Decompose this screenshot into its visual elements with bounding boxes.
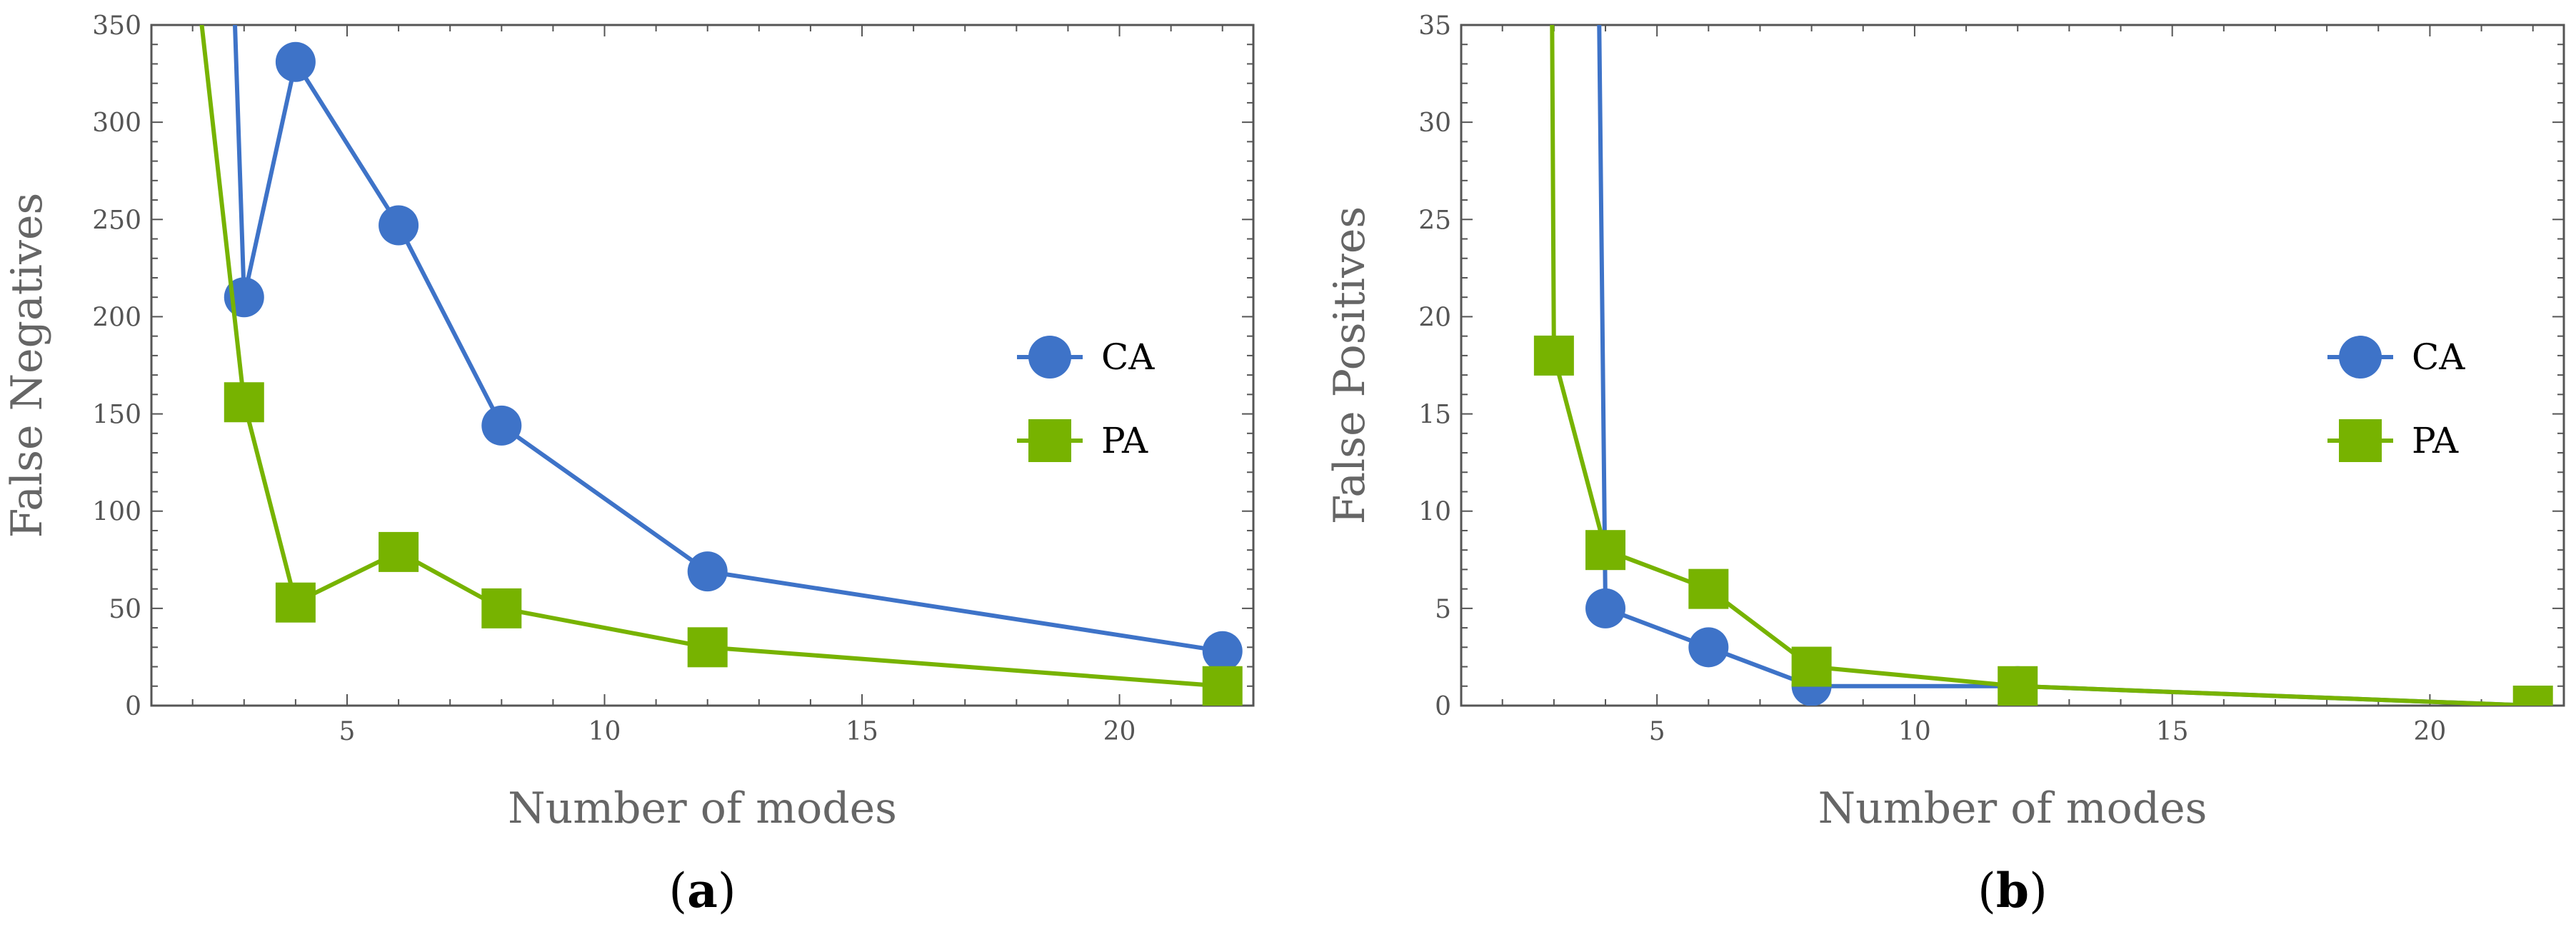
data-point-CA bbox=[275, 41, 316, 82]
legend-marker-PA bbox=[1028, 419, 1071, 462]
data-point-CA bbox=[1202, 631, 1243, 671]
panel-label-open: ( bbox=[1978, 863, 1996, 918]
data-point-PA bbox=[1791, 646, 1832, 687]
panel-b: 5 10 15 20 0 5 10 15 20 25 30 35 Number of modes Fals… bbox=[1325, 11, 2565, 918]
data-point-PA bbox=[481, 588, 522, 628]
data-point-CA bbox=[1585, 588, 1626, 628]
y-tick-label: 150 bbox=[92, 401, 141, 430]
data-point-PA bbox=[2512, 686, 2553, 706]
panel-label-letter: b bbox=[1996, 863, 2029, 918]
plot-area bbox=[1533, 25, 2553, 706]
data-point-PA bbox=[224, 382, 264, 423]
y-tick-label: 20 bbox=[1418, 303, 1451, 332]
data-point-PA bbox=[1202, 666, 1243, 706]
plot-area bbox=[199, 25, 1243, 706]
x-tick-label: 10 bbox=[1898, 717, 1931, 746]
y-tick-label: 300 bbox=[92, 109, 141, 138]
y-tick-label: 100 bbox=[92, 498, 141, 527]
panel-label-letter: a bbox=[687, 863, 718, 918]
data-point-PA bbox=[1533, 335, 1574, 376]
x-axis-label: Number of modes bbox=[1818, 783, 2207, 833]
x-axis-label: Number of modes bbox=[508, 783, 897, 833]
x-tick-label: 5 bbox=[339, 717, 356, 746]
y-tick-label: 350 bbox=[92, 11, 141, 41]
panel-label-close: ) bbox=[718, 863, 736, 918]
y-tick-label: 25 bbox=[1418, 206, 1451, 235]
x-tick-label: 20 bbox=[2414, 717, 2447, 746]
data-point-CA bbox=[481, 405, 522, 446]
data-point-PA bbox=[687, 627, 728, 668]
plot-frame bbox=[1460, 24, 2565, 707]
y-tick-label: 5 bbox=[1435, 595, 1451, 624]
x-tick-label: 5 bbox=[1649, 717, 1665, 746]
data-point-PA bbox=[1998, 666, 2038, 706]
x-tick-label: 10 bbox=[588, 717, 621, 746]
y-tick-label: 15 bbox=[1418, 401, 1451, 430]
x-tick-label: 15 bbox=[2156, 717, 2189, 746]
y-tick-label: 50 bbox=[109, 595, 141, 624]
y-tick-label: 250 bbox=[92, 206, 141, 235]
legend-marker-PA bbox=[2339, 419, 2382, 462]
data-point-PA bbox=[1688, 568, 1729, 609]
plot-frame bbox=[150, 24, 1255, 707]
y-tick-label: 10 bbox=[1418, 498, 1451, 527]
legend-marker-CA bbox=[1028, 336, 1071, 379]
data-point-PA bbox=[1585, 530, 1626, 571]
data-point-CA bbox=[379, 205, 419, 246]
x-tick-label: 15 bbox=[846, 717, 878, 746]
y-tick-label: 30 bbox=[1418, 109, 1451, 138]
legend-label-PA: PA bbox=[1101, 420, 1148, 461]
data-point-CA bbox=[687, 551, 728, 592]
panel-label-close: ) bbox=[2029, 863, 2048, 918]
y-tick-label: 200 bbox=[92, 303, 141, 332]
y-axis-label: False Negatives bbox=[2, 193, 52, 538]
data-point-PA bbox=[379, 531, 419, 572]
panel-label: (b) bbox=[1978, 863, 2048, 918]
legend-label-CA: CA bbox=[1101, 336, 1155, 378]
x-tick-label: 20 bbox=[1103, 717, 1136, 746]
legend-label-PA: PA bbox=[2412, 420, 2459, 461]
y-tick-label: 35 bbox=[1418, 11, 1451, 41]
y-axis-label: False Positives bbox=[1325, 206, 1375, 524]
panel-label-open: ( bbox=[668, 863, 687, 918]
legend-label-CA: CA bbox=[2412, 336, 2465, 378]
y-tick-label: 0 bbox=[125, 692, 141, 721]
data-point-CA bbox=[1688, 627, 1729, 668]
panel-label: (a) bbox=[668, 863, 736, 918]
data-point-PA bbox=[275, 582, 316, 623]
legend-marker-CA bbox=[2339, 336, 2382, 379]
y-tick-label: 0 bbox=[1435, 692, 1451, 721]
